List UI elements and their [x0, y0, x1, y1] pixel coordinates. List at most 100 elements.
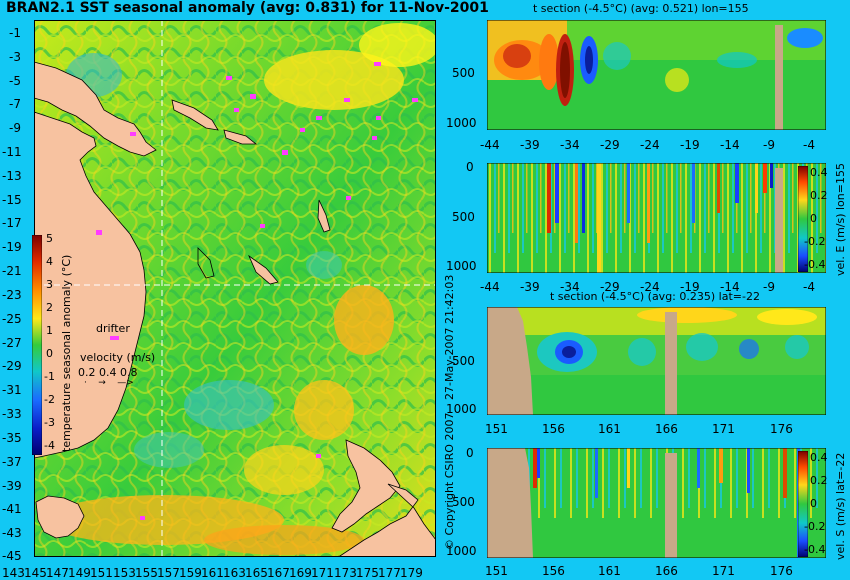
cbar-tick: 5 — [46, 232, 53, 245]
warm-anomaly — [359, 23, 436, 67]
cbar-tick: -1 — [44, 370, 55, 383]
drifter-marker — [300, 128, 305, 132]
lon-tick: 167 — [267, 566, 290, 580]
cbar-tick: -4 — [44, 439, 55, 452]
drifter-legend-label: drifter — [96, 322, 130, 335]
vel-e-lon-x-tick: -44 — [480, 280, 500, 294]
lon-tick: 177 — [378, 566, 401, 580]
map-title: BRAN2.1 SST seasonal anomaly (avg: 0.831… — [6, 0, 489, 16]
lon-tick: 149 — [68, 566, 91, 580]
lat-tick: -1 — [9, 26, 21, 40]
lat-tick: -11 — [2, 145, 22, 159]
lat-tick: -43 — [2, 526, 22, 540]
drifter-marker — [140, 516, 145, 520]
sst-anomaly-map — [34, 20, 436, 557]
t-lat-y-tick: 500 — [452, 354, 475, 368]
timestamp-label: 27-May-2007 21:42:03 — [443, 274, 456, 400]
drifter-marker — [260, 224, 265, 228]
cbar-tick: -3 — [44, 416, 55, 429]
warm-anomaly — [264, 50, 404, 110]
t-lon-y-tick: 1000 — [446, 116, 477, 130]
lat-tick: -41 — [2, 502, 22, 516]
t-lat-panel-title: t section (-4.5°C) (avg: 0.235) lat=-22 — [550, 290, 760, 303]
vel-e-lon-x-tick: -9 — [763, 280, 775, 294]
warm-anomaly — [334, 285, 394, 355]
lon-tick: 153 — [113, 566, 136, 580]
lon-tick: 155 — [135, 566, 158, 580]
new-zealand-land — [331, 439, 401, 533]
vel-e-lon-x-tick: -29 — [600, 280, 620, 294]
vel-e-lon-x-tick: -24 — [640, 280, 660, 294]
lon-tick: 151 — [90, 566, 113, 580]
t-lon-x-tick: -29 — [600, 138, 620, 152]
vel-s-colorbar — [798, 451, 808, 557]
vel-cbar-tick: 0.2 — [810, 474, 828, 487]
vel-s-lat-x-tick: 161 — [598, 564, 621, 578]
cbar-tick: 4 — [46, 255, 53, 268]
cool-anomaly — [134, 432, 204, 468]
drifter-marker — [374, 62, 381, 66]
t-lon-x-tick: -4 — [803, 138, 815, 152]
lon-tick: 145 — [24, 566, 47, 580]
colorbar-label: temperature seasonal anomaly (°C) — [60, 254, 73, 452]
t-lon-x-tick: -39 — [520, 138, 540, 152]
vel-s-lat-y-tick: 500 — [452, 495, 475, 509]
lon-tick: 165 — [245, 566, 268, 580]
lat-tick: -29 — [2, 359, 22, 373]
t-lon-panel-title: t section (-4.5°C) (avg: 0.521) lon=155 — [533, 2, 749, 15]
vel-e-lon-section-plot — [487, 163, 826, 273]
t-lon-y-tick: 500 — [452, 66, 475, 80]
t-lat-x-tick: 156 — [542, 422, 565, 436]
island-land — [171, 99, 219, 131]
drifter-marker — [344, 98, 350, 102]
lat-tick: -27 — [2, 336, 22, 350]
cool-anomaly — [184, 380, 274, 430]
t-lon-x-tick: -44 — [480, 138, 500, 152]
drifter-markers — [96, 62, 418, 520]
drifter-marker — [96, 230, 102, 235]
lat-tick: -7 — [9, 97, 21, 111]
t-lat-x-tick: 161 — [598, 422, 621, 436]
vel-s-lat-section-plot — [487, 448, 826, 558]
vel-e-colorbar — [798, 166, 808, 272]
vel-s-lat-x-tick: 166 — [655, 564, 678, 578]
lon-tick: 179 — [400, 566, 423, 580]
warm-anomaly — [204, 525, 364, 555]
lon-tick: 147 — [46, 566, 69, 580]
vanuatu-land — [317, 199, 331, 233]
new-guinea-land — [34, 61, 157, 157]
lat-tick: -15 — [2, 193, 22, 207]
vel-e-panel-title: vel. E (m/s) lon=155 — [834, 163, 847, 276]
lon-tick: 161 — [201, 566, 224, 580]
vel-cbar-tick: -0.4 — [804, 258, 826, 271]
lat-tick: -45 — [2, 549, 22, 563]
cool-anomaly — [306, 251, 342, 279]
vel-cbar-tick: 0 — [810, 497, 817, 510]
vel-s-lat-y-tick: 0 — [466, 446, 474, 460]
vel-e-lon-x-tick: -4 — [803, 280, 815, 294]
t-lat-y-tick: 1000 — [446, 402, 477, 416]
lat-tick: -17 — [2, 216, 22, 230]
cbar-tick: 3 — [46, 278, 53, 291]
vel-s-lat-y-tick: 1000 — [446, 544, 477, 558]
lon-tick: 157 — [157, 566, 180, 580]
vel-e-lon-x-tick: -39 — [520, 280, 540, 294]
t-lon-x-tick: -24 — [640, 138, 660, 152]
drifter-marker — [372, 136, 377, 140]
velocity-arrow-icon: · → —> — [84, 378, 134, 388]
vel-e-lon-x-tick: -34 — [560, 280, 580, 294]
t-lon-x-tick: -34 — [560, 138, 580, 152]
drifter-marker — [250, 94, 256, 99]
vel-s-lat-x-tick: 151 — [485, 564, 508, 578]
t-lon-x-tick: -9 — [763, 138, 775, 152]
drifter-marker — [346, 196, 351, 200]
island-land — [223, 129, 258, 145]
lat-tick: -13 — [2, 169, 22, 183]
vel-e-lon-x-tick: -14 — [720, 280, 740, 294]
cbar-tick: 2 — [46, 301, 53, 314]
lon-tick: 163 — [223, 566, 246, 580]
lon-tick: 143 — [2, 566, 25, 580]
t-lat-x-tick: 176 — [770, 422, 793, 436]
drifter-marker — [316, 454, 321, 458]
vel-e-lon-x-tick: -19 — [680, 280, 700, 294]
